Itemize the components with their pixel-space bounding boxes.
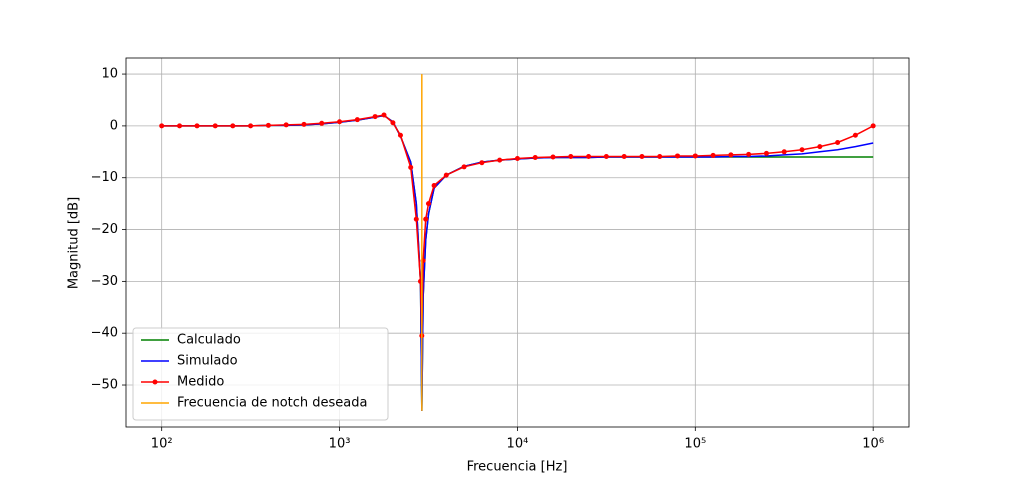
data-point <box>177 123 183 129</box>
data-point <box>381 112 387 118</box>
legend-marker <box>152 379 158 385</box>
legend-label: Simulado <box>177 354 238 369</box>
data-point <box>479 160 485 166</box>
y-tick-label: 10 <box>101 67 118 82</box>
data-point <box>870 123 876 129</box>
y-tick-label: −40 <box>91 326 118 341</box>
y-tick-label: 0 <box>110 118 118 133</box>
data-point <box>550 154 556 160</box>
data-point <box>461 164 467 170</box>
legend-label: Medido <box>177 375 224 390</box>
data-point <box>586 153 592 159</box>
data-point <box>781 149 787 155</box>
data-point <box>354 117 360 123</box>
y-tick-label: −10 <box>91 170 118 185</box>
data-point <box>194 123 200 129</box>
data-point <box>301 121 307 127</box>
x-tick-label: 10⁵ <box>684 437 706 452</box>
legend-label: Calculado <box>177 333 241 348</box>
data-point <box>852 132 858 138</box>
data-point <box>159 123 165 129</box>
x-tick-label: 10⁴ <box>507 437 529 452</box>
data-point <box>746 151 752 157</box>
data-point <box>603 153 609 159</box>
data-point <box>621 153 627 159</box>
x-tick-label: 10⁶ <box>862 437 884 452</box>
data-point <box>532 155 538 161</box>
data-point <box>817 144 823 150</box>
data-point <box>799 147 805 153</box>
data-point <box>408 164 414 170</box>
data-point <box>212 123 218 129</box>
legend: Calculado Simulado Medido Frecuencia de not… <box>132 327 389 421</box>
data-point <box>248 123 254 129</box>
data-point <box>497 157 503 163</box>
data-point <box>265 122 271 128</box>
data-point <box>710 152 716 158</box>
data-point <box>639 153 645 159</box>
data-point <box>728 152 734 158</box>
data-point <box>413 216 419 222</box>
data-point <box>319 120 325 126</box>
data-point <box>443 172 449 178</box>
plot-frame <box>125 57 910 428</box>
data-point <box>675 153 681 159</box>
data-point <box>657 153 663 159</box>
data-point <box>431 182 437 188</box>
data-point <box>283 122 289 128</box>
legend-label: Frecuencia de notch deseada <box>177 396 367 411</box>
y-tick-label: −30 <box>91 274 118 289</box>
data-point <box>514 156 520 162</box>
x-axis-label: Frecuencia [Hz] <box>467 460 568 475</box>
y-tick-label: −50 <box>91 378 118 393</box>
data-point <box>835 139 841 145</box>
y-axis-label: Magnitud [dB] <box>67 197 82 289</box>
data-point <box>390 120 396 126</box>
data-point <box>372 114 378 120</box>
x-tick-label: 10³ <box>329 437 351 452</box>
data-point <box>230 123 236 129</box>
data-point <box>337 119 343 125</box>
y-tick-label: −20 <box>91 222 118 237</box>
data-point <box>397 132 403 138</box>
data-point <box>692 153 698 159</box>
data-point <box>423 216 429 222</box>
data-point <box>568 153 574 159</box>
x-tick-label: 10² <box>151 437 173 452</box>
legend-frame <box>132 327 389 421</box>
data-point <box>425 201 431 207</box>
data-point <box>763 150 769 156</box>
